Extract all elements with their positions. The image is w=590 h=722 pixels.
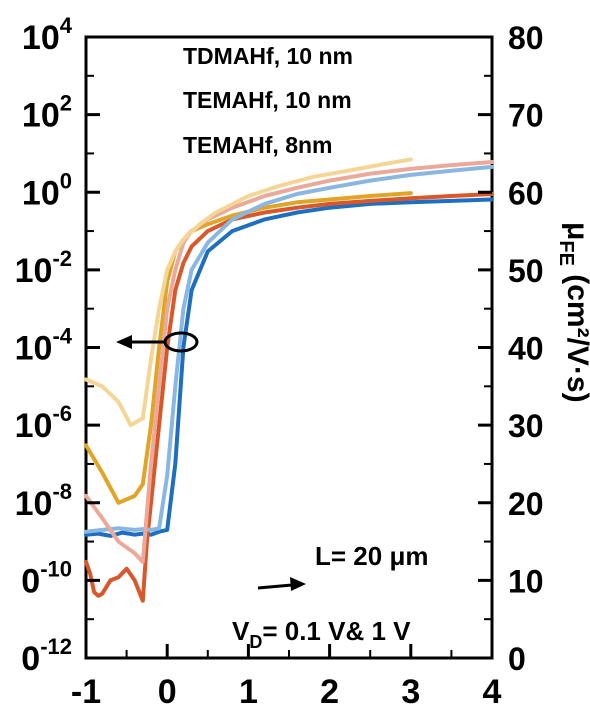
- right-tick-label: 70: [508, 98, 544, 134]
- x-tick-label: 1: [239, 673, 258, 711]
- left-tick-label: 100: [22, 168, 72, 212]
- left-tick-label: 10-2: [15, 246, 72, 290]
- right-tick-label: 0: [508, 641, 526, 677]
- left-tick-label: 10-6: [15, 401, 72, 445]
- legend-entry-1: TDMAHf, 10 nm: [183, 43, 353, 69]
- x-tick-labels: -1 0 1 2 3 4: [71, 673, 502, 711]
- right-tick-label: 20: [508, 486, 544, 522]
- x-tick-label: 0: [158, 673, 177, 711]
- right-axis-arrow-line: [257, 583, 293, 590]
- tick-group: [84, 35, 494, 660]
- left-axis-arrow-head: [116, 335, 132, 349]
- drain-voltage-annotation: VD= 0.1 V& 1 V: [232, 616, 411, 652]
- right-tick-label: 10: [508, 563, 544, 599]
- left-tick-label: 0-10: [21, 556, 72, 600]
- right-axis-arrow-head: [290, 577, 306, 591]
- right-tick-labels: 80 70 60 50 40 30 20 10 0: [508, 20, 544, 677]
- right-tick-label: 40: [508, 331, 544, 367]
- left-tick-label: 102: [22, 91, 72, 135]
- x-tick-label: 2: [320, 673, 339, 711]
- right-tick-label: 60: [508, 175, 544, 211]
- series-line-5: [84, 160, 494, 564]
- right-tick-label: 30: [508, 408, 544, 444]
- x-tick-label: -1: [71, 673, 101, 711]
- right-tick-label: 80: [508, 20, 544, 56]
- left-tick-label: 0-12: [21, 634, 72, 678]
- left-tick-label: 10-4: [15, 324, 73, 368]
- series-line-3: [84, 191, 413, 505]
- series-line-2: [84, 192, 494, 603]
- series-line-4: [84, 164, 494, 534]
- left-tick-label: 10-8: [15, 479, 72, 523]
- left-tick-label: 104: [22, 13, 73, 57]
- x-tick-label: 3: [401, 673, 420, 711]
- series-group: [84, 157, 494, 603]
- left-tick-labels: 104 102 100 10-2 10-4 10-6 10-8 0-10 0-12: [15, 13, 73, 678]
- legend-entry-3: TEMAHf, 8nm: [183, 132, 333, 158]
- series-line-1: [84, 197, 494, 538]
- x-tick-label: 4: [483, 673, 502, 711]
- channel-length-annotation: L= 20 μm: [315, 541, 428, 571]
- right-axis-label: μFE (cm²/V·s): [555, 222, 590, 403]
- right-tick-label: 50: [508, 253, 544, 289]
- series-line-6: [84, 157, 413, 428]
- legend-entry-2: TEMAHf, 10 nm: [183, 87, 352, 113]
